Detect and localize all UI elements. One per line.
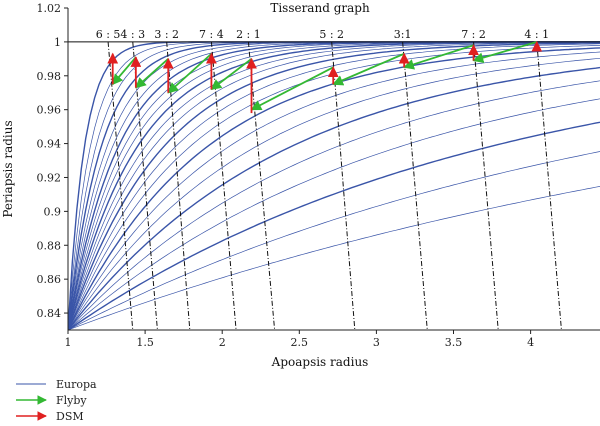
resonance-line bbox=[402, 41, 428, 330]
europa-contour bbox=[68, 186, 600, 330]
resonance-label: 3:1 bbox=[394, 28, 412, 41]
x-tick-label: 2 bbox=[219, 336, 226, 349]
resonance-label: 2 : 1 bbox=[236, 28, 261, 41]
europa-contour bbox=[68, 41, 600, 330]
europa-contour bbox=[68, 41, 600, 330]
europa-contour bbox=[68, 151, 600, 330]
x-tick-label: 4 bbox=[527, 336, 534, 349]
y-tick-label: 0.96 bbox=[37, 104, 62, 117]
europa-contour bbox=[68, 45, 600, 330]
legend-label: Europa bbox=[56, 378, 97, 391]
europa-contour bbox=[68, 80, 600, 330]
y-tick-label: 0.88 bbox=[37, 239, 62, 252]
europa-contour bbox=[68, 57, 600, 330]
flyby-arrow bbox=[112, 56, 137, 86]
y-tick-label: 0.84 bbox=[37, 307, 62, 320]
x-tick-label: 2.5 bbox=[291, 336, 309, 349]
flyby-arrow bbox=[472, 41, 538, 63]
chart-title: Tisserand graph bbox=[270, 1, 370, 15]
europa-contour bbox=[68, 47, 600, 330]
resonance-lines bbox=[107, 41, 562, 330]
europa-contour bbox=[68, 42, 600, 330]
europa-contour bbox=[68, 41, 600, 330]
europa-contour bbox=[68, 41, 600, 330]
x-tick-label: 1.5 bbox=[136, 336, 154, 349]
resonance-line bbox=[107, 41, 134, 330]
resonance-label: 3 : 2 bbox=[154, 28, 179, 41]
europa-contour bbox=[68, 41, 600, 330]
europa-contour bbox=[68, 41, 600, 330]
y-tick-label: 0.9 bbox=[44, 205, 62, 218]
dsm-arrows bbox=[107, 40, 543, 114]
europa-contour bbox=[68, 41, 600, 330]
y-tick-label: 0.98 bbox=[37, 70, 62, 83]
y-tick-label: 0.92 bbox=[37, 171, 62, 184]
flyby-arrow bbox=[332, 52, 405, 86]
x-axis-label: Apoapsis radius bbox=[271, 355, 369, 369]
resonance-label: 5 : 2 bbox=[319, 28, 344, 41]
europa-contour bbox=[68, 41, 600, 330]
x-tick-label: 3 bbox=[373, 336, 380, 349]
resonance-line bbox=[247, 41, 276, 330]
europa-contour bbox=[68, 43, 600, 330]
y-axis-label: Periapsis radius bbox=[1, 120, 15, 217]
flyby-arrow bbox=[210, 58, 253, 91]
y-tick-label: 0.94 bbox=[37, 138, 62, 151]
resonance-label: 6 : 5 bbox=[96, 28, 121, 41]
resonance-line bbox=[210, 41, 237, 330]
resonance-line bbox=[473, 41, 499, 330]
europa-contour bbox=[68, 41, 600, 330]
flyby-arrow bbox=[403, 44, 474, 70]
europa-contour bbox=[68, 121, 600, 330]
europa-contour bbox=[68, 41, 600, 330]
europa-contour bbox=[68, 98, 600, 330]
europa-contour bbox=[68, 66, 600, 330]
plot-area bbox=[68, 40, 600, 330]
resonance-line bbox=[132, 41, 158, 330]
x-tick-label: 3.5 bbox=[445, 336, 463, 349]
resonance-line bbox=[331, 41, 356, 330]
legend-label: Flyby bbox=[56, 394, 87, 407]
resonance-label: 4 : 1 bbox=[524, 28, 549, 41]
resonance-label: 7 : 2 bbox=[461, 28, 486, 41]
legend-label: DSM bbox=[56, 410, 84, 423]
y-tick-label: 1 bbox=[54, 36, 61, 49]
flyby-arrow bbox=[250, 66, 334, 111]
y-ticks: 0.84 0.86 0.88 0.9 0.92 0.94 0.96 0.98 1 1.02 bbox=[37, 2, 68, 320]
europa-contour bbox=[68, 41, 600, 330]
flyby-arrow bbox=[167, 53, 213, 94]
y-tick-label: 1.02 bbox=[37, 2, 62, 15]
y-tick-label: 0.86 bbox=[37, 273, 62, 286]
resonance-label: 4 : 3 bbox=[120, 28, 145, 41]
europa-contour bbox=[68, 42, 600, 330]
resonance-label: 7 : 4 bbox=[199, 28, 224, 41]
resonance-line bbox=[166, 41, 191, 330]
legend: Europa Flyby DSM bbox=[16, 378, 97, 423]
x-tick-label: 1 bbox=[65, 336, 72, 349]
europa-contour bbox=[68, 51, 600, 330]
resonance-line bbox=[536, 41, 562, 330]
europa-contours bbox=[68, 41, 600, 330]
x-ticks: 1 1.5 2 2.5 3 3.5 4 bbox=[65, 330, 534, 349]
